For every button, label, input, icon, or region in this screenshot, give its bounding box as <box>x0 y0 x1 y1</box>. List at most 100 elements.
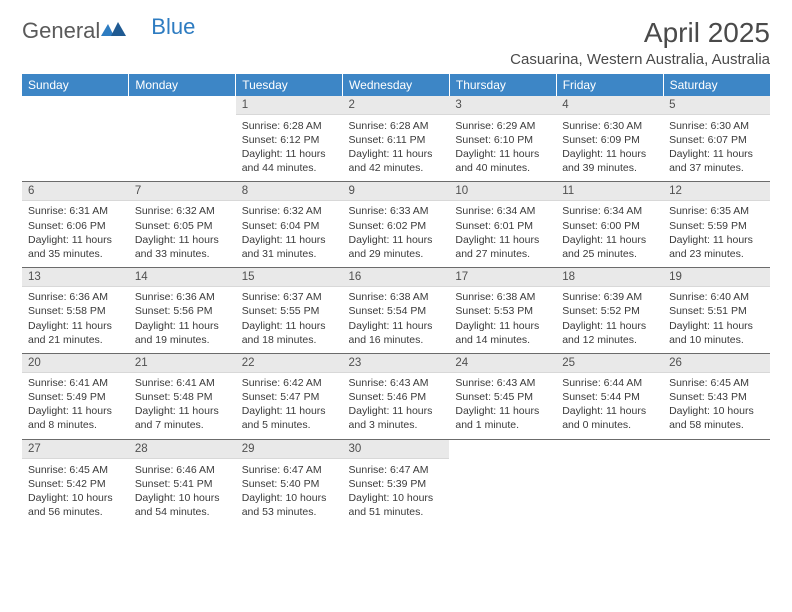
day-content: Sunrise: 6:41 AMSunset: 5:48 PMDaylight:… <box>129 373 236 439</box>
day-number: 24 <box>449 354 556 373</box>
day-cell-header: 24 <box>449 354 556 373</box>
day-number: 14 <box>129 268 236 287</box>
day-line: and 35 minutes. <box>28 247 123 261</box>
day-content: Sunrise: 6:31 AMSunset: 6:06 PMDaylight:… <box>22 201 129 267</box>
day-line: and 0 minutes. <box>562 418 657 432</box>
day-number: 4 <box>556 96 663 115</box>
day-cell-header: 16 <box>343 268 450 287</box>
day-line: Sunrise: 6:42 AM <box>242 376 337 390</box>
day-number: 17 <box>449 268 556 287</box>
day-line: Sunrise: 6:32 AM <box>135 204 230 218</box>
day-number: 25 <box>556 354 663 373</box>
day-content: Sunrise: 6:40 AMSunset: 5:51 PMDaylight:… <box>663 287 770 353</box>
day-content: Sunrise: 6:39 AMSunset: 5:52 PMDaylight:… <box>556 287 663 353</box>
day-line: Daylight: 10 hours <box>28 491 123 505</box>
day-line: Sunrise: 6:45 AM <box>669 376 764 390</box>
day-line: Sunrise: 6:28 AM <box>242 119 337 133</box>
day-line: and 8 minutes. <box>28 418 123 432</box>
day-line: Daylight: 11 hours <box>242 404 337 418</box>
day-line: Sunrise: 6:39 AM <box>562 290 657 304</box>
day-number: 19 <box>663 268 770 287</box>
day-cell: Sunrise: 6:46 AMSunset: 5:41 PMDaylight:… <box>129 460 236 526</box>
day-cell-header <box>449 440 556 460</box>
day-cell-header: 28 <box>129 440 236 460</box>
day-cell: Sunrise: 6:44 AMSunset: 5:44 PMDaylight:… <box>556 373 663 439</box>
day-cell-header: 8 <box>236 182 343 201</box>
logo-text-blue: Blue <box>151 14 195 40</box>
day-cell-header: 6 <box>22 182 129 201</box>
day-cell: Sunrise: 6:38 AMSunset: 5:53 PMDaylight:… <box>449 287 556 353</box>
day-line: Sunrise: 6:37 AM <box>242 290 337 304</box>
day-cell: Sunrise: 6:29 AMSunset: 6:10 PMDaylight:… <box>449 116 556 182</box>
day-line: Daylight: 11 hours <box>669 147 764 161</box>
day-content: Sunrise: 6:28 AMSunset: 6:11 PMDaylight:… <box>343 116 450 182</box>
day-cell: Sunrise: 6:38 AMSunset: 5:54 PMDaylight:… <box>343 287 450 353</box>
logo: General Blue <box>22 18 195 44</box>
day-line: Sunrise: 6:34 AM <box>562 204 657 218</box>
logo-text-general: General <box>22 18 100 44</box>
day-cell-header: 12 <box>663 182 770 201</box>
day-line: Sunset: 6:11 PM <box>349 133 444 147</box>
day-content: Sunrise: 6:46 AMSunset: 5:41 PMDaylight:… <box>129 460 236 526</box>
day-cell-header: 18 <box>556 268 663 287</box>
day-cell-header: 20 <box>22 354 129 373</box>
col-tuesday: Tuesday <box>236 74 343 96</box>
day-line: Daylight: 11 hours <box>135 404 230 418</box>
day-cell: Sunrise: 6:28 AMSunset: 6:11 PMDaylight:… <box>343 116 450 182</box>
day-line: and 31 minutes. <box>242 247 337 261</box>
day-line: Sunrise: 6:32 AM <box>242 204 337 218</box>
day-line: Sunset: 6:02 PM <box>349 219 444 233</box>
day-line: Sunset: 5:56 PM <box>135 304 230 318</box>
day-line: and 7 minutes. <box>135 418 230 432</box>
day-line: Sunrise: 6:36 AM <box>135 290 230 304</box>
day-line: Sunset: 5:46 PM <box>349 390 444 404</box>
day-line: Daylight: 11 hours <box>135 319 230 333</box>
day-number: 26 <box>663 354 770 373</box>
day-line: Sunset: 5:58 PM <box>28 304 123 318</box>
day-line: Daylight: 11 hours <box>562 404 657 418</box>
day-line: Daylight: 11 hours <box>669 233 764 247</box>
day-number: 7 <box>129 182 236 201</box>
day-line: Daylight: 11 hours <box>349 147 444 161</box>
day-line: Sunrise: 6:28 AM <box>349 119 444 133</box>
day-cell <box>129 116 236 182</box>
day-line: and 21 minutes. <box>28 333 123 347</box>
day-line: and 14 minutes. <box>455 333 550 347</box>
day-cell: Sunrise: 6:36 AMSunset: 5:58 PMDaylight:… <box>22 287 129 353</box>
day-line: Sunset: 6:00 PM <box>562 219 657 233</box>
day-line: Sunrise: 6:36 AM <box>28 290 123 304</box>
day-cell-header: 30 <box>343 440 450 460</box>
day-content: Sunrise: 6:32 AMSunset: 6:05 PMDaylight:… <box>129 201 236 267</box>
day-line: Sunset: 6:01 PM <box>455 219 550 233</box>
day-cell: Sunrise: 6:36 AMSunset: 5:56 PMDaylight:… <box>129 287 236 353</box>
day-line: and 56 minutes. <box>28 505 123 519</box>
day-line: Sunrise: 6:38 AM <box>349 290 444 304</box>
day-number: 12 <box>663 182 770 201</box>
day-line: and 51 minutes. <box>349 505 444 519</box>
day-cell: Sunrise: 6:41 AMSunset: 5:48 PMDaylight:… <box>129 373 236 439</box>
day-number: 22 <box>236 354 343 373</box>
day-cell-header: 17 <box>449 268 556 287</box>
day-cell-header: 14 <box>129 268 236 287</box>
day-cell: Sunrise: 6:43 AMSunset: 5:46 PMDaylight:… <box>343 373 450 439</box>
day-content: Sunrise: 6:41 AMSunset: 5:49 PMDaylight:… <box>22 373 129 439</box>
day-cell-header: 13 <box>22 268 129 287</box>
day-line: Sunrise: 6:45 AM <box>28 463 123 477</box>
day-line: Sunset: 5:41 PM <box>135 477 230 491</box>
day-line: Sunrise: 6:40 AM <box>669 290 764 304</box>
day-line: and 40 minutes. <box>455 161 550 175</box>
day-line: Sunset: 5:54 PM <box>349 304 444 318</box>
day-number: 20 <box>22 354 129 373</box>
day-content: Sunrise: 6:38 AMSunset: 5:53 PMDaylight:… <box>449 287 556 353</box>
day-line: Sunrise: 6:43 AM <box>349 376 444 390</box>
day-number: 13 <box>22 268 129 287</box>
day-cell: Sunrise: 6:28 AMSunset: 6:12 PMDaylight:… <box>236 116 343 182</box>
day-number: 11 <box>556 182 663 201</box>
day-number: 1 <box>236 96 343 115</box>
day-content: Sunrise: 6:44 AMSunset: 5:44 PMDaylight:… <box>556 373 663 439</box>
day-line: Daylight: 11 hours <box>455 147 550 161</box>
day-cell-header: 26 <box>663 354 770 373</box>
day-line: Sunrise: 6:47 AM <box>349 463 444 477</box>
day-line: and 42 minutes. <box>349 161 444 175</box>
col-sunday: Sunday <box>22 74 129 96</box>
